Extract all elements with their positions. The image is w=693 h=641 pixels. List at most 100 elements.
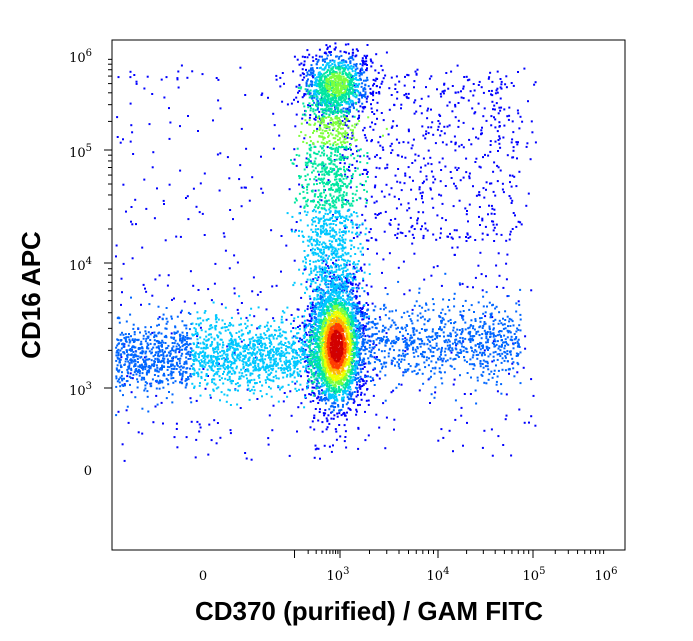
- event-dot: [174, 326, 177, 329]
- event-dot: [373, 361, 376, 364]
- event-dot: [496, 340, 499, 343]
- event-dot: [326, 63, 329, 66]
- event-dot: [382, 335, 385, 338]
- event-dot: [245, 147, 248, 150]
- event-dot: [409, 365, 412, 368]
- event-dot: [342, 283, 345, 286]
- event-dot: [329, 45, 331, 48]
- event-dot: [426, 117, 429, 120]
- event-dot: [314, 444, 317, 447]
- event-dot: [388, 222, 391, 225]
- event-dot: [278, 134, 281, 137]
- event-dot: [387, 328, 390, 331]
- event-dot: [152, 151, 155, 154]
- event-dot: [245, 457, 248, 460]
- event-dot: [343, 148, 346, 151]
- event-dot: [352, 375, 355, 378]
- event-dot: [338, 255, 340, 258]
- event-dot: [482, 115, 485, 118]
- event-dot: [210, 343, 213, 346]
- event-dot: [430, 274, 433, 277]
- event-dot: [482, 371, 485, 374]
- event-dot: [309, 328, 312, 331]
- event-dot: [159, 367, 162, 370]
- event-dot: [496, 91, 499, 94]
- event-dot: [170, 332, 173, 335]
- event-dot: [310, 326, 313, 328]
- event-dot: [373, 352, 376, 354]
- event-dot: [430, 75, 433, 78]
- event-dot: [117, 357, 120, 360]
- event-dot: [250, 337, 253, 340]
- event-dot: [239, 384, 242, 387]
- event-dot: [227, 367, 230, 370]
- event-dot: [422, 351, 425, 353]
- event-dot: [314, 265, 317, 268]
- event-dot: [365, 199, 368, 202]
- event-dot: [315, 384, 318, 387]
- event-dot: [420, 166, 422, 169]
- event-dot: [128, 366, 130, 369]
- event-dot: [289, 390, 292, 393]
- event-dot: [489, 313, 492, 316]
- event-dot: [316, 108, 319, 111]
- event-dot: [430, 360, 433, 363]
- event-dot: [375, 356, 378, 358]
- event-dot: [272, 317, 275, 320]
- event-dot: [187, 353, 190, 356]
- event-dot: [364, 338, 367, 341]
- event-dot: [207, 354, 210, 357]
- event-dot: [418, 304, 421, 307]
- event-dot: [145, 350, 148, 353]
- event-dot: [500, 106, 503, 109]
- event-dot: [506, 336, 509, 339]
- event-dot: [155, 364, 158, 367]
- event-dot: [198, 353, 201, 356]
- event-dot: [361, 306, 364, 309]
- event-dot: [251, 176, 254, 179]
- event-dot: [330, 252, 333, 255]
- event-dot: [324, 409, 327, 412]
- event-dot: [308, 323, 311, 326]
- event-dot: [399, 231, 402, 234]
- event-dot: [309, 278, 312, 281]
- event-dot: [456, 169, 459, 171]
- event-dot: [497, 322, 500, 325]
- event-dot: [454, 185, 457, 188]
- event-dot: [304, 56, 306, 59]
- event-dot: [360, 73, 362, 76]
- event-dot: [305, 166, 308, 169]
- event-dot: [397, 339, 400, 341]
- event-dot: [336, 285, 339, 287]
- event-dot: [470, 376, 472, 379]
- event-dot: [534, 424, 537, 427]
- event-dot: [134, 198, 137, 201]
- event-dot: [309, 259, 312, 262]
- event-dot: [210, 439, 213, 442]
- event-dot: [374, 357, 377, 360]
- event-dot: [305, 74, 308, 77]
- event-dot: [353, 63, 356, 66]
- event-dot: [425, 133, 427, 136]
- event-dot: [194, 330, 197, 333]
- event-dot: [453, 229, 456, 232]
- event-dot: [392, 389, 395, 392]
- event-dot: [216, 358, 219, 361]
- event-dot: [314, 260, 317, 263]
- event-dot: [126, 368, 129, 371]
- event-dot: [347, 133, 349, 136]
- event-dot: [506, 350, 509, 353]
- event-dot: [339, 285, 342, 288]
- event-dot: [346, 401, 349, 404]
- event-dot: [329, 265, 332, 268]
- event-dot: [320, 271, 323, 274]
- event-dot: [490, 89, 493, 92]
- event-dot: [380, 363, 383, 366]
- event-dot: [440, 357, 443, 360]
- event-dot: [292, 284, 295, 287]
- event-dot: [482, 305, 485, 308]
- event-dot: [168, 351, 171, 354]
- event-dot: [317, 447, 320, 450]
- event-dot: [313, 417, 316, 419]
- event-dot: [486, 362, 489, 365]
